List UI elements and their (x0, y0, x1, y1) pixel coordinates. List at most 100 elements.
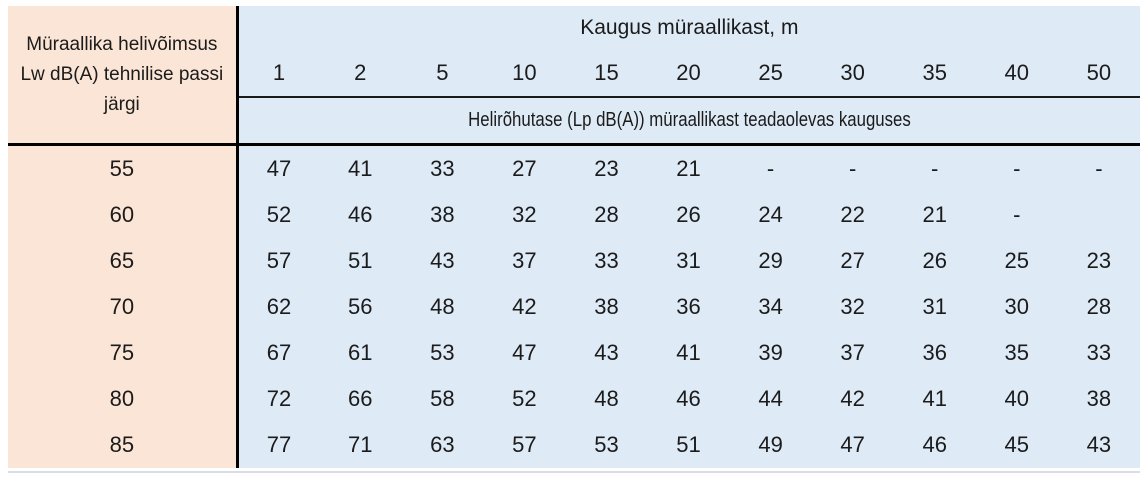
lp-value-cell: 24 (729, 192, 812, 238)
lp-value-cell: 51 (647, 422, 730, 468)
distance-header-cell: 5 (401, 50, 484, 98)
lp-value-cell: 33 (565, 238, 648, 284)
noise-level-table: Müraallika helivõimsus Lw dB(A) tehnilis… (8, 6, 1140, 468)
corner-header-line: Müraallika helivõimsus (26, 33, 218, 55)
distance-header-cell: 15 (565, 50, 648, 98)
lp-value-cell: 57 (483, 422, 566, 468)
lp-value-cell: 28 (1057, 284, 1140, 330)
lp-value-cell: 32 (811, 284, 894, 330)
table-row: 80 72 66 58 52 48 46 44 42 41 40 38 (8, 376, 1140, 422)
lp-value-cell: 43 (565, 330, 648, 376)
lp-value-cell: 37 (811, 330, 894, 376)
table-body: 55 47 41 33 27 23 21- - - - -60 52 46 38 32 28 26 24 22 21-… (8, 144, 1140, 468)
lw-value-cell: 75 (8, 330, 239, 376)
lp-value-cell: 63 (401, 422, 484, 468)
table-header: Müraallika helivõimsus Lw dB(A) tehnilis… (8, 6, 1140, 146)
lp-value-cell: 38 (1057, 376, 1140, 422)
lp-value-cell: 27 (811, 238, 894, 284)
lp-value-cell: 42 (483, 284, 566, 330)
lp-value-cell: - (811, 144, 894, 192)
lp-value-cell: 51 (319, 238, 402, 284)
lp-value-cell: - (975, 144, 1058, 192)
distance-header-cell: 25 (729, 50, 812, 98)
pressure-subtitle-text: Helirõhutase (Lp dB(A)) müraallikast tea… (468, 109, 911, 131)
lp-value-cell: 53 (565, 422, 648, 468)
distance-header-cell: 35 (893, 50, 976, 98)
lp-value-cell: 49 (729, 422, 812, 468)
lp-value-cell: 48 (565, 376, 648, 422)
lp-value-cell: 47 (483, 330, 566, 376)
lp-value-cell: 25 (975, 238, 1058, 284)
lp-value-cell: 36 (893, 330, 976, 376)
lp-value-cell: 22 (811, 192, 894, 238)
lp-value-cell: 28 (565, 192, 648, 238)
lp-value-cell: 31 (893, 284, 976, 330)
header-row-distance-title: Müraallika helivõimsus Lw dB(A) tehnilis… (8, 6, 1140, 146)
corner-header-line: Lw dB(A) tehnilise passi (20, 63, 224, 85)
lp-value-cell: 47 (811, 422, 894, 468)
distance-header-cell: 40 (975, 50, 1058, 98)
lp-value-cell: 23 (565, 144, 648, 192)
table-row: 75 67 61 53 47 43 41 39 37 36 35 33 (8, 330, 1140, 376)
lp-value-cell: 26 (647, 192, 730, 238)
lp-value-cell: 23 (1057, 238, 1140, 284)
lp-value-cell: 41 (647, 330, 730, 376)
lp-value-cell: 41 (319, 144, 402, 192)
lp-value-cell: 31 (647, 238, 730, 284)
header-row-distances: 1 2 5 10 15 20 25 30 35 40 50 (8, 50, 1140, 98)
lw-value-cell: 55 (8, 144, 239, 192)
lp-value-cell: 42 (811, 376, 894, 422)
lp-value-cell: 38 (401, 192, 484, 238)
lw-value-cell: 65 (8, 238, 239, 284)
lp-value-cell: 56 (319, 284, 402, 330)
distance-header-cell: 2 (319, 50, 402, 98)
lp-value-cell: 62 (237, 284, 320, 330)
header-row-subtitle: Helirõhutase (Lp dB(A)) müraallikast tea… (8, 97, 1140, 146)
lp-value-cell: 57 (237, 238, 320, 284)
lp-value-cell: - (729, 144, 812, 192)
lp-value-cell: 26 (893, 238, 976, 284)
distance-header-cell: 10 (483, 50, 566, 98)
lp-value-cell: 29 (729, 238, 812, 284)
lp-value-cell: - (975, 192, 1058, 238)
table-row: 85 77 71 63 57 53 51 49 47 46 45 43 (8, 422, 1140, 468)
table-row: 65 57 51 43 37 33 31 29 27 26 25 23 (8, 238, 1140, 284)
lp-value-cell: 21 (893, 192, 976, 238)
lp-value-cell: 38 (565, 284, 648, 330)
lp-value-cell: - (893, 144, 976, 192)
lp-value-cell: 66 (319, 376, 402, 422)
lp-value-cell: 32 (483, 192, 566, 238)
lp-value-cell: 33 (1057, 330, 1140, 376)
lp-value-cell: 46 (893, 422, 976, 468)
lp-value-cell: 44 (729, 376, 812, 422)
lp-value-cell: 46 (319, 192, 402, 238)
lw-value-cell: 85 (8, 422, 239, 468)
lp-value-cell: 77 (237, 422, 320, 468)
distance-header-cell: 30 (811, 50, 894, 98)
lp-value-cell: 34 (729, 284, 812, 330)
table-row: 70 62 56 48 42 38 36 34 32 31 30 28 (8, 284, 1140, 330)
corner-header-line: järgi (103, 93, 140, 115)
lp-value-cell: 52 (237, 192, 320, 238)
lp-value-cell: 41 (893, 376, 976, 422)
distance-title: Kaugus müraallikast, m (237, 6, 1140, 50)
lp-value-cell: - (1057, 144, 1140, 192)
lw-value-cell: 60 (8, 192, 239, 238)
lp-value-cell: 45 (975, 422, 1058, 468)
lp-value-cell: 52 (483, 376, 566, 422)
lp-value-cell: 39 (729, 330, 812, 376)
lp-value-cell: 58 (401, 376, 484, 422)
lp-value-cell: 72 (237, 376, 320, 422)
lw-value-cell: 70 (8, 284, 239, 330)
lp-value-cell: 46 (647, 376, 730, 422)
lp-value-cell: 33 (401, 144, 484, 192)
corner-header-cell: Müraallika helivõimsus Lw dB(A) tehnilis… (8, 6, 239, 146)
lp-value-cell: 48 (401, 284, 484, 330)
table-bottom-divider (8, 471, 1140, 473)
lp-value-cell (1057, 192, 1140, 238)
lp-value-cell: 27 (483, 144, 566, 192)
lp-value-cell: 35 (975, 330, 1058, 376)
table-row: 55 47 41 33 27 23 21- - - - - (8, 144, 1140, 192)
lp-value-cell: 61 (319, 330, 402, 376)
